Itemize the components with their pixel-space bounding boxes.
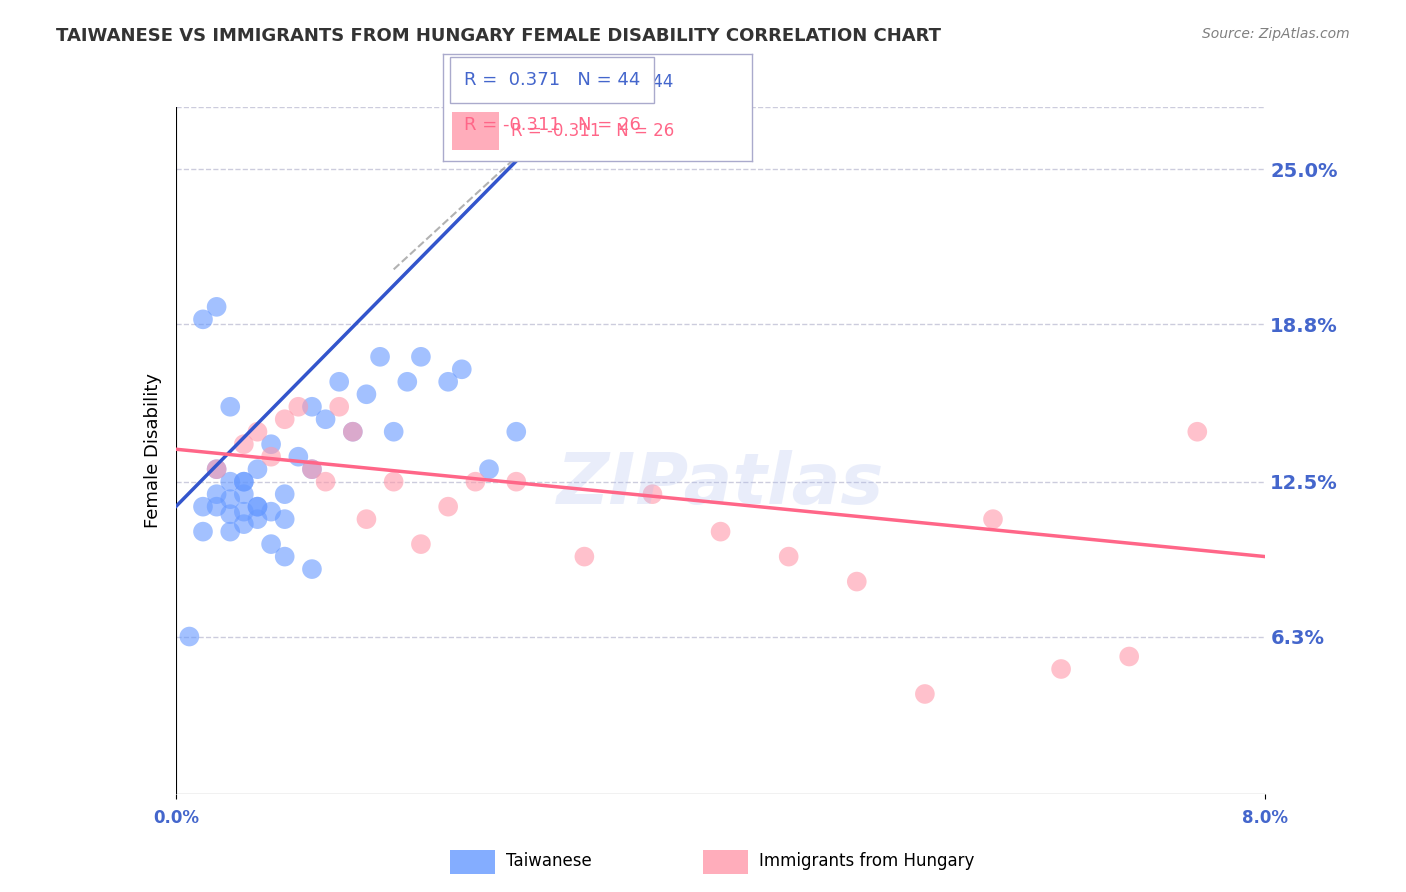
- Text: Immigrants from Hungary: Immigrants from Hungary: [759, 852, 974, 870]
- Point: [232, 475, 254, 489]
- Point: [356, 512, 378, 526]
- Point: [205, 462, 228, 476]
- Text: R = -0.311   N = 26: R = -0.311 N = 26: [464, 116, 641, 134]
- Text: R =  0.371   N = 44: R = 0.371 N = 44: [510, 73, 673, 91]
- Text: 0.0%: 0.0%: [153, 809, 198, 827]
- Point: [1050, 662, 1073, 676]
- Point: [219, 507, 242, 521]
- Point: [246, 512, 269, 526]
- Point: [301, 562, 323, 576]
- Point: [232, 437, 254, 451]
- Point: [1187, 425, 1209, 439]
- Point: [356, 387, 378, 401]
- Point: [342, 425, 364, 439]
- Y-axis label: Female Disability: Female Disability: [143, 373, 162, 528]
- Point: [191, 500, 214, 514]
- Text: TAIWANESE VS IMMIGRANTS FROM HUNGARY FEMALE DISABILITY CORRELATION CHART: TAIWANESE VS IMMIGRANTS FROM HUNGARY FEM…: [56, 27, 941, 45]
- Point: [301, 462, 323, 476]
- Point: [505, 475, 527, 489]
- Point: [382, 425, 405, 439]
- Text: ZIPatlas: ZIPatlas: [557, 450, 884, 519]
- Text: R =  0.371   N = 44: R = 0.371 N = 44: [464, 71, 640, 89]
- Point: [232, 475, 254, 489]
- Text: R = -0.311   N = 26: R = -0.311 N = 26: [510, 121, 675, 139]
- Point: [315, 412, 337, 426]
- Point: [205, 487, 228, 501]
- Point: [301, 400, 323, 414]
- Point: [641, 487, 664, 501]
- Point: [179, 630, 201, 644]
- Point: [274, 412, 297, 426]
- Point: [437, 500, 460, 514]
- Point: [478, 462, 501, 476]
- Point: [246, 500, 269, 514]
- Point: [287, 400, 309, 414]
- Point: [191, 524, 214, 539]
- Point: [1118, 649, 1140, 664]
- Point: [845, 574, 868, 589]
- Text: 8.0%: 8.0%: [1243, 809, 1288, 827]
- Text: Source: ZipAtlas.com: Source: ZipAtlas.com: [1202, 27, 1350, 41]
- Point: [274, 549, 297, 564]
- Point: [464, 475, 486, 489]
- Point: [778, 549, 800, 564]
- Point: [328, 400, 350, 414]
- Point: [450, 362, 472, 376]
- Point: [287, 450, 309, 464]
- Point: [437, 375, 460, 389]
- Point: [246, 500, 269, 514]
- Point: [260, 537, 283, 551]
- Point: [274, 487, 297, 501]
- Point: [205, 300, 228, 314]
- Point: [396, 375, 419, 389]
- FancyBboxPatch shape: [453, 64, 499, 102]
- Point: [246, 425, 269, 439]
- Point: [260, 505, 283, 519]
- Point: [409, 537, 432, 551]
- Point: [368, 350, 391, 364]
- Point: [205, 462, 228, 476]
- Point: [219, 475, 242, 489]
- Point: [191, 312, 214, 326]
- Point: [981, 512, 1004, 526]
- FancyBboxPatch shape: [450, 849, 495, 874]
- Point: [219, 524, 242, 539]
- Point: [328, 375, 350, 389]
- Point: [914, 687, 936, 701]
- Point: [301, 462, 323, 476]
- Point: [246, 462, 269, 476]
- Point: [205, 500, 228, 514]
- Point: [260, 450, 283, 464]
- Point: [382, 475, 405, 489]
- Point: [315, 475, 337, 489]
- Point: [232, 517, 254, 532]
- Point: [260, 437, 283, 451]
- Point: [710, 524, 733, 539]
- Point: [574, 549, 596, 564]
- FancyBboxPatch shape: [453, 112, 499, 150]
- Point: [219, 492, 242, 507]
- Point: [232, 505, 254, 519]
- Point: [505, 425, 527, 439]
- Point: [274, 512, 297, 526]
- Point: [409, 350, 432, 364]
- Point: [342, 425, 364, 439]
- Point: [232, 487, 254, 501]
- Text: Taiwanese: Taiwanese: [506, 852, 592, 870]
- Point: [219, 400, 242, 414]
- FancyBboxPatch shape: [703, 849, 748, 874]
